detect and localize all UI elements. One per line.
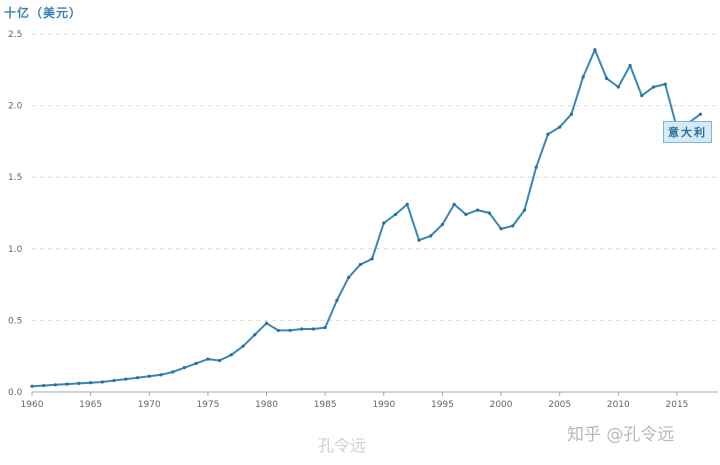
data-point (628, 63, 632, 68)
data-point (218, 358, 222, 363)
data-point (393, 212, 398, 217)
x-tick-label: 1975 (196, 400, 219, 410)
data-point (698, 112, 703, 116)
data-point (53, 383, 58, 387)
y-tick-label: 0.0 (8, 388, 23, 398)
data-point (241, 344, 245, 348)
data-point (651, 85, 656, 89)
x-tick-label: 2015 (666, 400, 689, 410)
data-point (229, 353, 233, 357)
data-point (42, 383, 46, 388)
data-point (323, 325, 327, 330)
data-point (276, 328, 280, 333)
data-point (464, 212, 468, 217)
y-tick-label: 1.0 (8, 245, 23, 255)
data-point (30, 384, 34, 388)
data-point (347, 275, 351, 280)
data-point (300, 327, 304, 331)
data-point (534, 165, 538, 169)
x-tick-label: 1965 (79, 400, 102, 410)
series-line (31, 48, 701, 388)
y-tick-label: 1.5 (8, 173, 22, 183)
x-tick-label: 1995 (431, 400, 454, 410)
series-label: 意大利 (663, 121, 712, 143)
x-tick-label: 2000 (490, 400, 513, 410)
data-point (112, 378, 116, 383)
data-point (311, 327, 316, 331)
grid-lines (32, 33, 718, 321)
y-tick-label: 2.5 (8, 30, 22, 40)
data-point (558, 125, 562, 129)
axes: 0.0 0.5 1.0 1.5 2.0 2.5 1960 1965 1970 1975 1980 19… (8, 30, 718, 410)
data-point (487, 211, 491, 215)
data-point (405, 202, 409, 207)
data-point (429, 234, 433, 238)
data-point (370, 257, 374, 261)
data-point (77, 381, 81, 386)
data-point (663, 82, 667, 86)
data-point (616, 85, 620, 89)
data-point (499, 227, 503, 231)
data-point (640, 93, 644, 98)
x-tick-label: 1980 (255, 400, 278, 410)
data-point (89, 381, 93, 385)
data-point (135, 376, 140, 380)
data-point (546, 132, 550, 136)
data-point (335, 298, 339, 302)
weibo-watermark: 孔令远 (318, 436, 367, 455)
x-tick-label: 2005 (548, 400, 571, 410)
data-point (264, 321, 269, 325)
data-point (171, 370, 175, 374)
data-point (440, 222, 445, 227)
data-point (593, 48, 597, 52)
x-tick-label: 1970 (138, 400, 161, 410)
data-point (288, 328, 292, 333)
data-point (452, 202, 456, 207)
data-point (581, 75, 585, 79)
x-tick-label: 1960 (21, 400, 44, 410)
x-tick-label: 2010 (607, 400, 630, 410)
y-tick-label: 0.5 (8, 316, 22, 326)
data-point (382, 221, 386, 225)
data-point (511, 224, 515, 228)
x-tick-label: 1985 (314, 400, 337, 410)
data-point (159, 373, 163, 377)
data-point (147, 374, 151, 378)
data-point (569, 112, 574, 116)
y-axis-unit-label: 十亿（美元） (4, 6, 83, 20)
zhihu-watermark: 知乎 @孔令远 (567, 425, 675, 445)
data-point (604, 76, 609, 80)
data-point (182, 366, 187, 370)
data-point (476, 208, 480, 212)
data-point (124, 377, 128, 381)
data-point (522, 208, 527, 212)
data-point (253, 333, 257, 337)
data-point (417, 238, 421, 242)
data-point (194, 361, 198, 365)
data-point (206, 357, 210, 361)
data-point (65, 382, 69, 386)
data-point (358, 262, 362, 267)
y-tick-label: 2.0 (8, 102, 23, 112)
series-layer (30, 48, 703, 388)
x-tick-label: 1990 (372, 400, 395, 410)
data-point (100, 380, 104, 384)
